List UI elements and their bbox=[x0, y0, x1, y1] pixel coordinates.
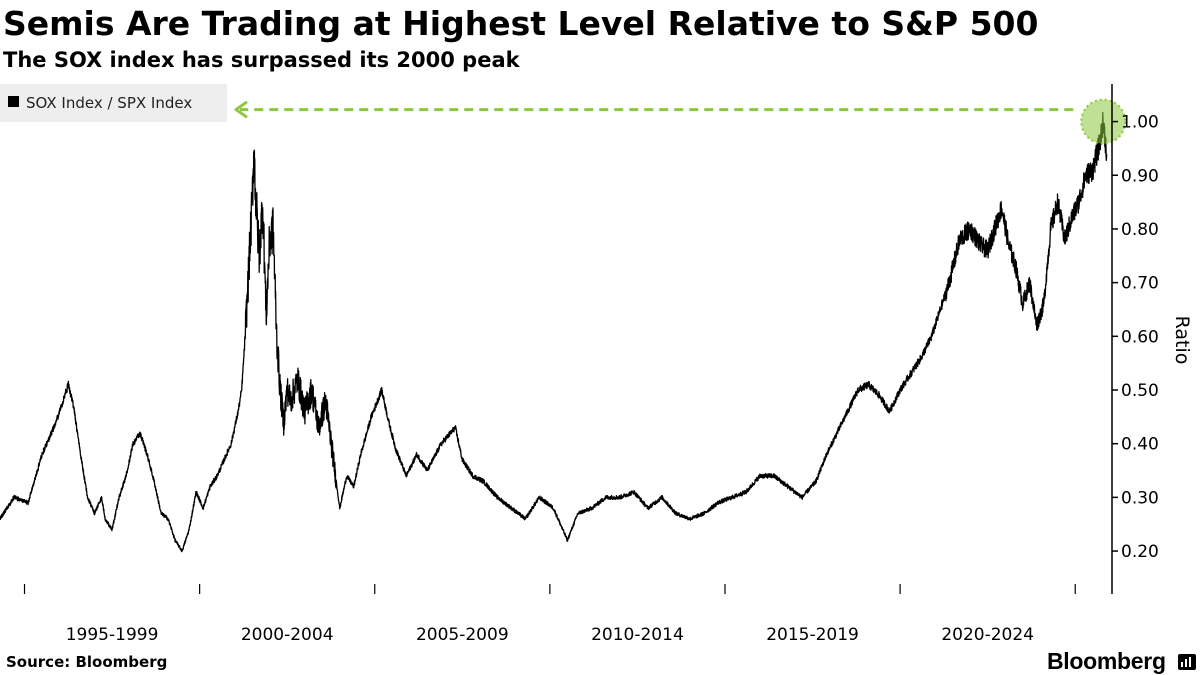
x-tick-label: 2000-2004 bbox=[241, 625, 334, 645]
y-tick-label: 0.90 bbox=[1121, 166, 1159, 186]
y-axis-labels: 0.20 0.30 0.40 0.50 0.60 0.70 0.80 0.90 1.00 bbox=[1121, 113, 1159, 562]
x-tick-label: 2020-2024 bbox=[941, 625, 1034, 645]
series-line-sox-spx bbox=[0, 111, 1108, 553]
x-tick-label: 2015-2019 bbox=[766, 625, 859, 645]
y-tick-label: 0.30 bbox=[1121, 488, 1159, 508]
x-tick-label: 2010-2014 bbox=[591, 625, 684, 645]
x-tick-label: 1995-1999 bbox=[66, 625, 159, 645]
highlight-circle bbox=[1080, 98, 1127, 145]
y-tick-label: 1.00 bbox=[1121, 113, 1159, 133]
arrow-head bbox=[234, 101, 248, 119]
y-tick-label: 0.20 bbox=[1121, 542, 1159, 562]
source-label: Source: Bloomberg bbox=[6, 653, 168, 671]
legend-background bbox=[0, 84, 227, 122]
y-tick-label: 0.50 bbox=[1121, 381, 1159, 401]
chart-title: Semis Are Trading at Highest Level Relat… bbox=[3, 4, 1039, 43]
series-layer bbox=[0, 111, 1108, 553]
x-axis-labels: 1995-1999 2000-2004 2005-2009 2010-2014 2015… bbox=[66, 625, 1034, 645]
bloomberg-logo: Bloomberg bbox=[1047, 648, 1166, 674]
y-tick-label: 0.40 bbox=[1121, 435, 1159, 455]
bloomberg-chart-icon bbox=[1178, 654, 1196, 670]
chart-subtitle: The SOX index has surpassed its 2000 pea… bbox=[3, 48, 520, 72]
legend-swatch bbox=[8, 96, 19, 107]
legend-label: SOX Index / SPX Index bbox=[26, 94, 192, 112]
y-tick-label: 0.60 bbox=[1121, 327, 1159, 347]
legend: SOX Index / SPX Index bbox=[0, 84, 227, 122]
y-axis-title: Ratio bbox=[1171, 316, 1193, 365]
y-tick-label: 0.70 bbox=[1121, 274, 1159, 294]
y-tick-label: 0.80 bbox=[1121, 220, 1159, 240]
x-tick-label: 2005-2009 bbox=[416, 625, 509, 645]
y-axis-ticks bbox=[1112, 120, 1118, 552]
x-axis-ticks bbox=[23, 584, 1076, 594]
annotation-layer bbox=[234, 98, 1127, 145]
